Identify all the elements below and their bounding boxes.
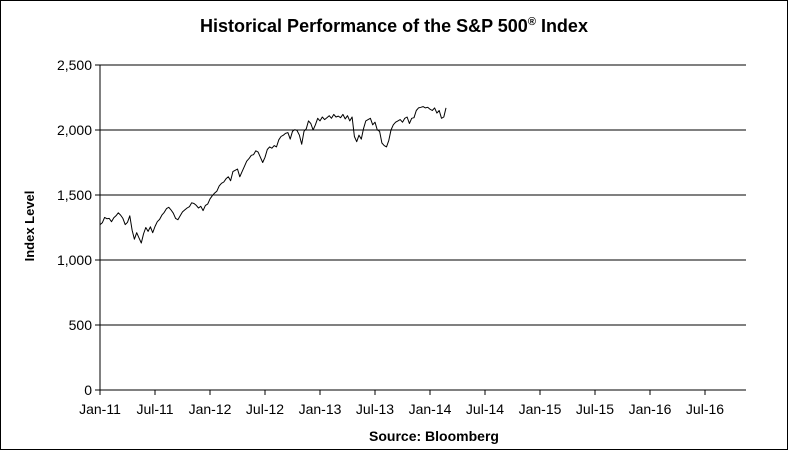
x-tick-label: Jul-12 — [246, 401, 284, 417]
y-tick-label: 1,000 — [57, 252, 92, 268]
axes — [99, 65, 746, 391]
x-tick-label: Jul-16 — [686, 401, 724, 417]
registered-mark: ® — [527, 16, 536, 28]
y-tick-label: 0 — [84, 382, 92, 398]
gridlines — [95, 64, 746, 391]
source-note: Source: Bloomberg — [369, 428, 499, 444]
x-tick-label: Jul-11 — [136, 401, 173, 417]
x-tick-label: Jul-15 — [576, 401, 614, 417]
y-tick-label: 1,500 — [57, 187, 92, 203]
x-tick-label: Jan-13 — [299, 401, 342, 417]
x-ticks: Jan-11 Jul-11 Jan-12 Jul-12 Jan-13 Jul-13 Jan-… — [79, 390, 724, 417]
series-line — [99, 106, 447, 244]
x-tick-label: Jul-13 — [356, 401, 394, 417]
y-tick-labels: 0 500 1,000 1,500 2,000 2,500 — [57, 57, 92, 398]
x-tick-label: Jan-11 — [79, 401, 121, 417]
series-group — [99, 106, 447, 244]
y-tick-label: 2,500 — [57, 57, 92, 73]
chart-title: Historical Performance of the S&P 500® I… — [200, 16, 588, 36]
x-tick-label: Jan-12 — [189, 401, 232, 417]
y-tick-label: 500 — [69, 317, 93, 333]
x-tick-label: Jul-14 — [466, 401, 504, 417]
y-tick-label: 2,000 — [57, 122, 92, 138]
x-tick-label: Jan-16 — [629, 401, 672, 417]
x-tick-label: Jan-15 — [519, 401, 562, 417]
x-tick-label: Jan-14 — [409, 401, 452, 417]
y-axis-label: Index Level — [22, 191, 37, 262]
